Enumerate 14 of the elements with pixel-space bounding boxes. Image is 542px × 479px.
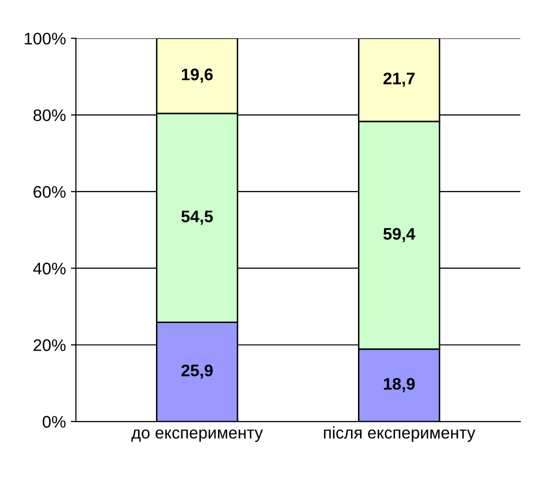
data-label: 19,6: [182, 68, 213, 83]
y-tick-label: 20%: [34, 339, 66, 352]
x-tick-label: до експерименту: [131, 429, 263, 442]
data-label: 21,7: [383, 72, 415, 87]
x-tick-label: після експерименту: [324, 426, 476, 442]
y-tick-label: 100%: [24, 32, 66, 45]
data-label: 18,9: [384, 378, 415, 392]
data-label: 25,9: [181, 364, 213, 379]
y-tick-label: 60%: [34, 186, 66, 198]
y-tick-label: 40%: [33, 262, 66, 274]
y-tick-label: 80%: [34, 109, 66, 122]
data-label: 59,4: [383, 228, 416, 242]
data-label: 54,5: [181, 210, 213, 225]
y-tick-label: 0%: [42, 416, 66, 428]
